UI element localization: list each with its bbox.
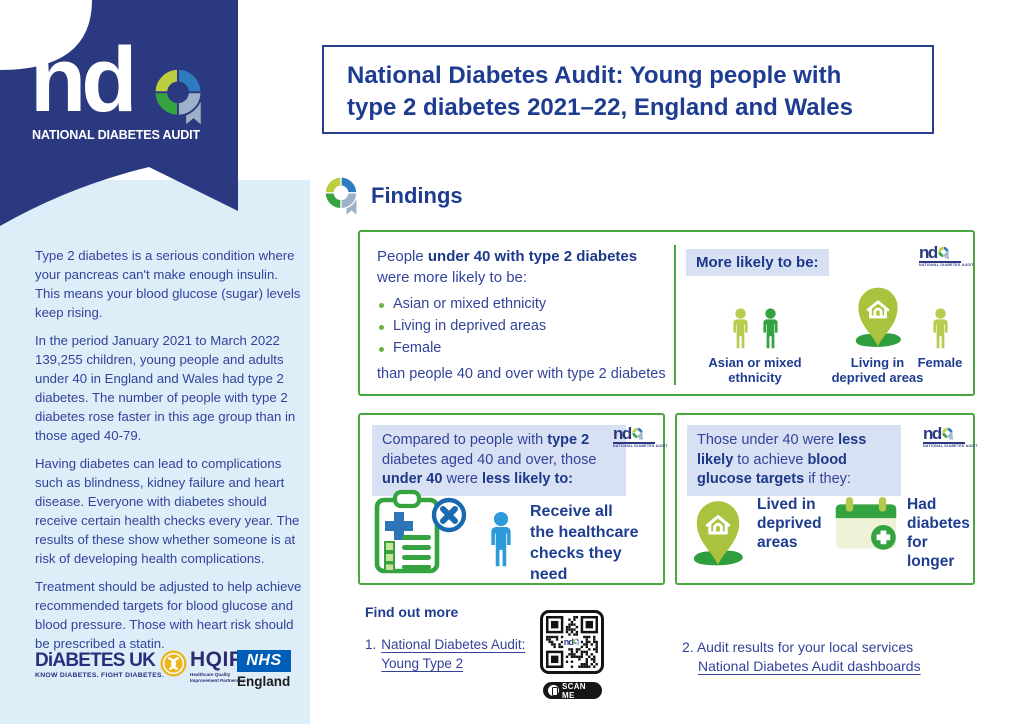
qr-center-logo: nd [562, 638, 582, 647]
person-icon [928, 308, 953, 350]
checks-heading: Compared to people with type 2 diabetes … [372, 425, 626, 496]
hqip-name: HQIP [190, 648, 244, 671]
page-title-line2: type 2 diabetes 2021–22, England and Wal… [347, 94, 853, 121]
more-likely-intro: People under 40 with type 2 diabetes wer… [377, 248, 638, 286]
nda-banner-shape [0, 0, 238, 226]
duration-label: Had diabetes for longer [907, 496, 970, 570]
sidebar-paragraph: Having diabetes can lead to complication… [35, 456, 300, 566]
nda-dashboards-link[interactable]: National Diabetes Audit dashboards [698, 658, 921, 674]
nda-mini-bar [613, 442, 655, 444]
qr-center-donut-icon [573, 638, 580, 646]
link-item-2: 2. Audit results for your local services… [682, 638, 921, 676]
glucose-heading: Those under 40 were less likely to achie… [687, 425, 901, 496]
nhs-england-logo: NHS England [237, 650, 291, 689]
hqip-subtitle-line1: Healthcare Quality [190, 672, 231, 677]
item1-number: 1. [365, 637, 377, 652]
healthcare-checks-box: Compared to people with type 2 diabetes … [358, 413, 668, 585]
sidebar-paragraph: Treatment should be adjusted to help ach… [35, 579, 302, 651]
link-item-1: 1. National Diabetes Audit: Young Type 2 [365, 635, 525, 673]
qr-code-svg [546, 616, 598, 668]
person-icon [484, 505, 518, 575]
item2-text: Audit results for your local services [696, 639, 914, 655]
find-out-more-heading: Find out more [365, 604, 459, 620]
diabetes-uk-tagline: KNOW DIABETES. FIGHT DIABETES. [35, 672, 165, 679]
nhs-lozenge: NHS [237, 650, 291, 672]
diabetes-uk-name: DiABETES UK [35, 650, 156, 671]
nda-mini-logo: nd NATIONAL DIABETES AUDIT [919, 243, 974, 267]
item2-number: 2. [682, 639, 694, 655]
findings-donut-icon [322, 175, 360, 217]
more-likely-bullet-list: Asian or mixed ethnicity Living in depri… [377, 296, 546, 362]
deprived-areas-column: Living in deprived areas [815, 290, 940, 385]
findings-heading: Findings [371, 183, 463, 208]
person-icon [728, 308, 753, 350]
hqip-logo: HQIP Healthcare Quality Improvement Part… [160, 648, 246, 683]
sidebar-body-text: Type 2 diabetes is a serious condition w… [35, 246, 303, 662]
page-title: National Diabetes Audit: Young people wi… [322, 45, 934, 134]
sidebar-paragraph: In the period January 2021 to March 2022… [35, 333, 296, 443]
house-pin-icon [689, 489, 747, 577]
phone-icon [548, 685, 559, 696]
scan-me-badge: SCAN ME [543, 682, 602, 700]
more-likely-footer: than people 40 and over with type 2 diab… [377, 366, 666, 382]
glucose-targets-box: Those under 40 were less likely to achie… [675, 413, 978, 585]
diabetes-uk-logo: DiABETES UK KNOW DIABETES. FIGHT DIABETE… [35, 650, 165, 679]
person-icon [758, 308, 783, 350]
bullet-item: Female [377, 340, 546, 362]
deprived-label: Lived in deprived areas [757, 496, 822, 551]
checklist-clipboard-icon [374, 489, 467, 574]
calendar-icon [835, 497, 897, 550]
nda-mini-bar [923, 442, 965, 444]
nda-logo-donut-icon [150, 66, 206, 128]
vertical-divider [674, 245, 676, 385]
nda-mini-donut-icon [937, 246, 950, 260]
page-title-line1: National Diabetes Audit: Young people wi… [347, 62, 842, 89]
bullet-item: Asian or mixed ethnicity [377, 296, 546, 318]
nda-logo-text: nd [30, 29, 137, 131]
more-likely-box: People under 40 with type 2 diabetes wer… [358, 230, 975, 396]
female-column: Female [890, 290, 990, 370]
bullet-item: Living in deprived areas [377, 318, 546, 340]
nda-mini-logo: nd NATIONAL DIABETES AUDIT [923, 424, 978, 448]
hqip-subtitle-line2: Improvement Partnership [190, 677, 246, 683]
nda-young-type2-link[interactable]: National Diabetes Audit: Young Type 2 [381, 637, 526, 671]
more-likely-heading: More likely to be: [686, 249, 829, 276]
hqip-coin-icon [160, 650, 187, 677]
sidebar-paragraph: Type 2 diabetes is a serious condition w… [35, 248, 301, 320]
nda-logo-caption: NATIONAL DIABETES AUDIT [32, 128, 200, 142]
bullet-icon [379, 347, 384, 352]
bullet-icon [379, 303, 384, 308]
nda-mini-donut-icon [941, 427, 954, 441]
sidebar-panel [0, 180, 310, 724]
nda-mini-bar [919, 261, 961, 263]
qr-code: nd [540, 610, 604, 674]
ethnicity-column: Asian or mixed ethnicity [690, 290, 820, 385]
nda-mini-logo: nd NATIONAL DIABETES AUDIT [613, 424, 668, 448]
nda-mini-donut-icon [631, 427, 644, 441]
nhs-region: England [237, 674, 291, 689]
checks-label: Receive all the healthcare checks they n… [530, 503, 639, 583]
bullet-icon [379, 325, 384, 330]
